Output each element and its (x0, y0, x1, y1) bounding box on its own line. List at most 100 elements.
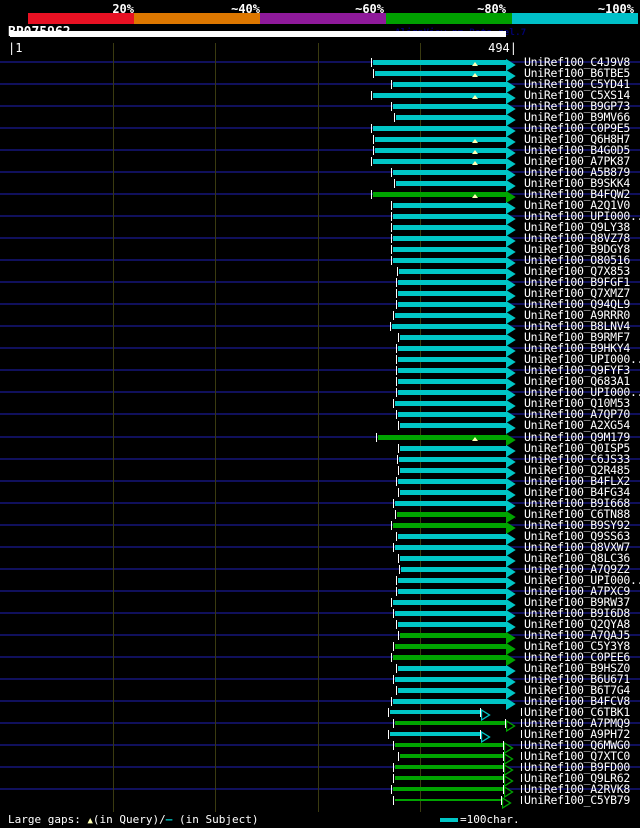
alignment-label[interactable]: UniRef100_Q9LY38 (524, 220, 630, 234)
alignment-label[interactable]: UniRef100_B9MV66 (524, 110, 630, 124)
alignment-start-tick (391, 785, 392, 794)
alignment-label[interactable]: UniRef100_A7PXC9 (524, 584, 630, 598)
alignment-label[interactable]: UniRef100_B9RW37 (524, 595, 630, 609)
alignment-label[interactable]: UniRef100_Q683A1 (524, 374, 630, 388)
alignment-start-tick (390, 322, 391, 331)
alignment-label[interactable]: UniRef100_Q9SS63 (524, 529, 630, 543)
alignment-label[interactable]: UniRef100_UPI000.. (524, 209, 640, 223)
alignment-label[interactable]: UniRef100_C5XS14 (524, 88, 630, 102)
alignment-label[interactable]: UniRef100_B4FLX2 (524, 474, 630, 488)
alignment-label[interactable]: UniRef100_A7PK87 (524, 154, 630, 168)
alignment-label[interactable]: UniRef100_B6U671 (524, 672, 630, 686)
alignment-label[interactable]: UniRef100_B9HSZ0 (524, 661, 630, 675)
alignment-label[interactable]: UniRef100_B8LNV4 (524, 319, 630, 333)
arrowhead-right-icon (505, 243, 516, 262)
alignment-label[interactable]: UniRef100_Q8VXW7 (524, 540, 630, 554)
alignment-label[interactable]: UniRef100_A7PMQ9 (524, 716, 630, 730)
alignment-label[interactable]: UniRef100_B6T7G4 (524, 683, 630, 697)
alignment-start-tick (396, 532, 397, 541)
alignment-label[interactable]: UniRef100_B9SY92 (524, 518, 630, 532)
alignment-label[interactable]: UniRef100_B9FD00 (524, 760, 630, 774)
alignment-bar (395, 644, 506, 649)
alignment-label[interactable]: UniRef100_B9RMF7 (524, 330, 630, 344)
alignment-label[interactable]: UniRef100_B4FG34 (524, 485, 630, 499)
alignment-label[interactable]: UniRef100_A7QAJ5 (524, 628, 630, 642)
ruler-start-label: |1 (8, 41, 23, 55)
query-gap-marker-icon (472, 95, 478, 99)
alignment-label[interactable]: UniRef100_Q7XMZ7 (524, 286, 630, 300)
alignment-label[interactable]: UniRef100_O80516 (524, 253, 630, 267)
alignment-label[interactable]: UniRef100_B4G0D5 (524, 143, 630, 157)
alignment-start-tick (393, 675, 394, 684)
alignment-label[interactable]: UniRef100_Q0ISP5 (524, 441, 630, 455)
alignment-bar (397, 512, 506, 517)
alignment-label[interactable]: UniRef100_Q6H8H7 (524, 132, 630, 146)
alignment-label[interactable]: UniRef100_Q2R485 (524, 463, 630, 477)
arrowhead-right-icon (505, 684, 516, 703)
alignment-label[interactable]: UniRef100_C6TBK1 (524, 705, 630, 719)
alignment-label[interactable]: UniRef100_Q8VZ78 (524, 231, 630, 245)
alignment-start-tick (391, 168, 392, 177)
alignment-label[interactable]: UniRef100_A9PH72 (524, 727, 630, 741)
alignment-label[interactable]: UniRef100_B9DGY8 (524, 242, 630, 256)
alignment-label[interactable]: UniRef100_Q94QL9 (524, 297, 630, 311)
alignment-label[interactable]: UniRef100_B9HKY4 (524, 341, 630, 355)
alignment-label[interactable]: UniRef100_A2RVK8 (524, 782, 630, 796)
alignment-label[interactable]: UniRef100_UPI000.. (524, 352, 640, 366)
alignment-label[interactable]: UniRef100_A5B879 (524, 165, 630, 179)
alignment-label[interactable]: UniRef100_Q9M179 (524, 430, 630, 444)
alignment-label[interactable]: UniRef100_C0PEE6 (524, 650, 630, 664)
alignment-start-tick (396, 576, 397, 585)
alignment-label[interactable]: UniRef100_B9I6D8 (524, 606, 630, 620)
alignment-label[interactable]: UniRef100_C4J9V8 (524, 55, 630, 69)
alignment-label[interactable]: UniRef100_Q6MWG0 (524, 738, 630, 752)
alignment-start-tick (396, 344, 397, 353)
alignment-bar (400, 446, 506, 451)
alignment-bar (396, 181, 506, 186)
arrowhead-right-icon (505, 133, 516, 152)
alignment-label[interactable]: UniRef100_Q7X853 (524, 264, 630, 278)
alignment-label[interactable]: UniRef100_Q8LC36 (524, 551, 630, 565)
alignment-label[interactable]: UniRef100_C5Y3Y8 (524, 639, 630, 653)
row-guide-line (0, 678, 640, 680)
arrowhead-right-icon (480, 728, 491, 747)
alignment-label[interactable]: UniRef100_Q10M53 (524, 396, 630, 410)
alignment-start-tick (397, 267, 398, 276)
alignment-label[interactable]: UniRef100_UPI000.. (524, 573, 640, 587)
alignment-start-tick (373, 146, 374, 155)
alignment-label[interactable]: UniRef100_B4FCV8 (524, 694, 630, 708)
alignment-start-tick (373, 69, 374, 78)
alignment-bar (393, 523, 506, 528)
alignment-label[interactable]: UniRef100_B9SKK4 (524, 176, 630, 190)
alignment-label[interactable]: UniRef100_C0P9E5 (524, 121, 630, 135)
alignment-label[interactable]: UniRef100_B4FQW2 (524, 187, 630, 201)
arrowhead-right-icon (505, 353, 516, 372)
alignment-label[interactable]: UniRef100_Q9LR62 (524, 771, 630, 785)
alignment-start-tick (393, 311, 394, 320)
alignment-end-tick (480, 708, 481, 717)
query-gap-triangle-icon: ▲ (87, 816, 93, 826)
arrowhead-right-icon (505, 596, 516, 615)
alignment-label[interactable]: UniRef100_C6TN88 (524, 507, 630, 521)
alignment-label[interactable]: UniRef100_UPI000.. (524, 385, 640, 399)
alignment-label[interactable]: UniRef100_C5YD41 (524, 77, 630, 91)
alignment-label[interactable]: UniRef100_A2XG54 (524, 418, 630, 432)
alignment-label[interactable]: UniRef100_B9FGF1 (524, 275, 630, 289)
alignment-label[interactable]: UniRef100_B9I668 (524, 496, 630, 510)
row-guide-line (0, 546, 640, 548)
alignment-bar (375, 137, 506, 142)
alignment-label[interactable]: UniRef100_Q9FYF3 (524, 363, 630, 377)
alignment-label[interactable]: UniRef100_C6JS33 (524, 452, 630, 466)
alignment-label[interactable]: UniRef100_C5YB79 (524, 793, 630, 807)
query-gap-marker-icon (472, 194, 478, 198)
alignment-label[interactable]: UniRef100_A7Q9Z2 (524, 562, 630, 576)
alignment-label[interactable]: UniRef100_B9GP73 (524, 99, 630, 113)
alignment-bar (393, 655, 506, 660)
alignment-label[interactable]: UniRef100_B6TBE5 (524, 66, 630, 80)
alignment-label[interactable]: UniRef100_A2Q1V0 (524, 198, 630, 212)
alignment-bar (398, 622, 506, 627)
alignment-label[interactable]: UniRef100_A9RRR0 (524, 308, 630, 322)
alignment-label[interactable]: UniRef100_Q2QYA8 (524, 617, 630, 631)
alignment-label[interactable]: UniRef100_Q7XTC0 (524, 749, 630, 763)
alignment-label[interactable]: UniRef100_A7QP70 (524, 407, 630, 421)
